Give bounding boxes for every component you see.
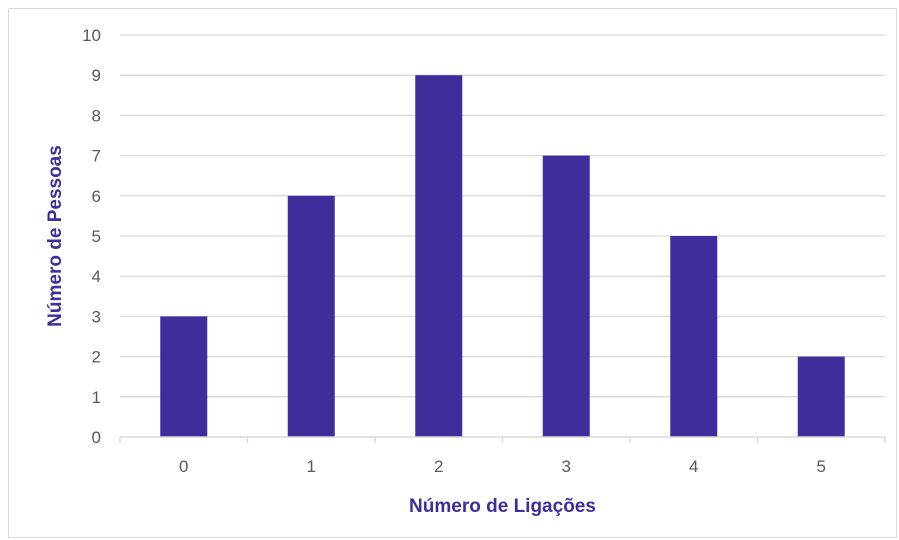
y-tick-label: 8	[92, 106, 101, 125]
y-tick-label: 5	[92, 227, 101, 246]
bar	[287, 195, 335, 437]
bars	[160, 75, 845, 437]
y-tick-label: 1	[92, 388, 101, 407]
y-tick-label: 2	[92, 348, 101, 367]
x-tick-labels: 0 1 2 3 4 5	[119, 437, 886, 476]
bar	[797, 356, 845, 437]
bar	[542, 155, 590, 437]
y-tick-label: 0	[92, 428, 101, 447]
y-tick-label: 7	[92, 147, 101, 166]
y-tick-label: 6	[92, 187, 101, 206]
bar	[670, 236, 718, 437]
y-tick-labels: 0 1 2 3 4 5 6 7 8 9 10	[82, 26, 101, 447]
x-tick-label: 4	[689, 457, 698, 476]
gridlines	[120, 34, 885, 398]
x-tick-label: 1	[307, 457, 316, 476]
x-tick-label: 2	[434, 457, 443, 476]
y-axis-title: Número de Pessoas	[45, 145, 66, 327]
y-tick-label: 10	[82, 26, 101, 45]
x-tick-label: 3	[562, 457, 571, 476]
y-tick-label: 3	[92, 307, 101, 326]
bar	[160, 316, 208, 437]
y-tick-label: 9	[92, 66, 101, 85]
x-tick-label: 0	[179, 457, 188, 476]
x-tick-label: 5	[817, 457, 826, 476]
y-tick-label: 4	[92, 267, 101, 286]
x-axis-title: Número de Ligações	[409, 496, 596, 517]
bar	[415, 75, 463, 437]
